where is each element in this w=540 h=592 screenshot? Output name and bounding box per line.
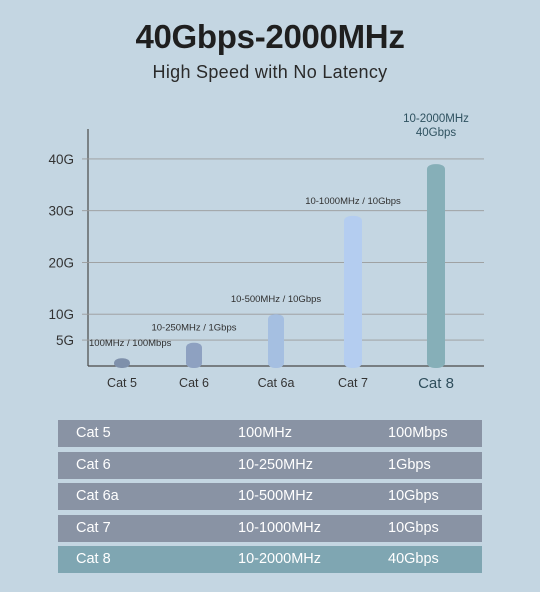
x-tick-label: Cat 7	[338, 376, 368, 390]
y-tick-label: 30G	[48, 204, 74, 219]
page-title: 40Gbps-2000MHz	[135, 18, 405, 55]
data-label: 10-500MHz / 10Gbps	[231, 294, 322, 305]
speed-cell: 10Gbps	[388, 519, 439, 536]
table-row: Cat 8 10-2000MHz 40Gbps	[58, 546, 482, 573]
table-row: Cat 5 100MHz 100Mbps	[58, 420, 482, 447]
category-cell: Cat 5	[76, 425, 111, 441]
x-tick-label: Cat 5	[107, 376, 137, 390]
bar-cat-5	[114, 358, 130, 368]
bandwidth-bar-chart: 5G 10G 20G 30G 40G Cat 5 100MHz / 100Mbps Cat 6…	[48, 113, 484, 392]
y-tick-label: 40G	[48, 152, 74, 167]
speed-cell: 100Mbps	[388, 425, 448, 441]
x-tick-label: Cat 6a	[258, 376, 295, 390]
data-label: 10-1000MHz / 10Gbps	[305, 196, 401, 207]
category-cell: Cat 6	[76, 456, 111, 473]
data-label: 10-2000MHz	[403, 113, 469, 125]
data-label: 100MHz / 100Mbps	[89, 338, 172, 349]
table-row: Cat 6 10-250MHz 1Gbps	[58, 451, 482, 479]
y-tick-label: 10G	[48, 307, 74, 322]
y-tick-label: 5G	[56, 333, 74, 348]
x-tick-label: Cat 8	[418, 375, 454, 392]
data-label: 40Gbps	[416, 127, 457, 139]
spec-table: Cat 5 100MHz 100Mbps Cat 6 10-250MHz 1Gbps Cat…	[58, 420, 482, 578]
table-row: Cat 7 10-1000MHz 10Gbps	[58, 514, 482, 542]
bar-cat-8	[427, 164, 445, 368]
category-cell: Cat 7	[76, 519, 111, 536]
speed-cell: 10Gbps	[388, 488, 439, 504]
frequency-cell: 10-250MHz	[238, 456, 313, 473]
frequency-cell: 10-2000MHz	[238, 551, 322, 567]
data-label: 10-250MHz / 1Gbps	[151, 323, 236, 334]
category-cell: Cat 8	[76, 551, 111, 567]
speed-cell: 1Gbps	[388, 456, 431, 473]
page-subtitle: High Speed with No Latency	[152, 62, 388, 82]
y-tick-label: 20G	[48, 255, 74, 270]
category-cell: Cat 6a	[76, 488, 119, 504]
frequency-cell: 10-500MHz	[238, 488, 313, 504]
speed-cell: 40Gbps	[388, 551, 439, 567]
bar-cat-7	[344, 215, 362, 368]
table-row: Cat 6a 10-500MHz 10Gbps	[58, 483, 482, 510]
bar-cat-6	[186, 342, 202, 368]
frequency-cell: 10-1000MHz	[238, 519, 322, 536]
frequency-cell: 100MHz	[238, 425, 292, 441]
bar-cat-6a	[268, 314, 284, 368]
x-tick-label: Cat 6	[179, 376, 209, 390]
